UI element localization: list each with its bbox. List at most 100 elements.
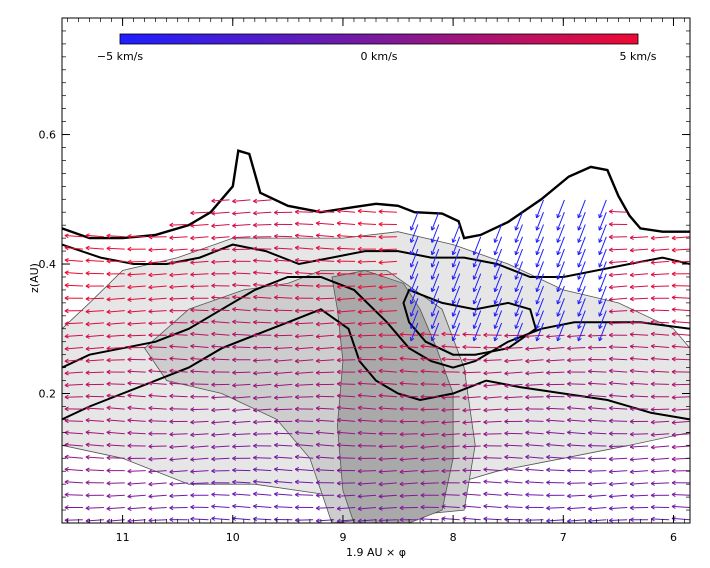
colorbar-label-max: 5 km/s bbox=[619, 50, 656, 63]
vector-arrow bbox=[190, 419, 209, 425]
vector-arrow bbox=[650, 481, 670, 486]
vector-arrow bbox=[399, 368, 418, 374]
vector-arrow bbox=[294, 358, 314, 364]
vector-arrow bbox=[294, 442, 314, 448]
vector-arrow bbox=[650, 356, 670, 362]
vector-arrow bbox=[253, 258, 272, 264]
vector-arrow bbox=[232, 344, 251, 350]
vector-arrow bbox=[629, 505, 649, 511]
vector-arrow bbox=[535, 199, 544, 219]
vector-arrow bbox=[106, 493, 125, 499]
vector-arrow bbox=[441, 331, 460, 337]
vector-arrow bbox=[535, 322, 544, 342]
vector-arrow bbox=[588, 405, 607, 411]
y-tick-label: 0.6 bbox=[39, 129, 57, 142]
vector-arrow bbox=[336, 220, 356, 226]
vector-arrow bbox=[232, 432, 251, 437]
vector-arrow bbox=[85, 296, 104, 302]
vector-arrow bbox=[127, 234, 146, 239]
vector-arrow bbox=[567, 493, 586, 499]
vector-arrow bbox=[315, 208, 335, 214]
vector-arrow bbox=[106, 271, 125, 277]
vector-arrow bbox=[608, 469, 628, 475]
vector-arrow bbox=[420, 444, 439, 450]
vector-arrow bbox=[577, 224, 586, 243]
vector-arrow bbox=[294, 209, 314, 215]
vector-arrow bbox=[399, 356, 418, 362]
vector-arrow bbox=[211, 271, 230, 277]
vector-arrow bbox=[106, 233, 125, 239]
vector-arrow bbox=[378, 431, 397, 437]
vector-arrow bbox=[399, 393, 418, 399]
vector-arrow bbox=[629, 368, 649, 374]
vector-arrow bbox=[253, 370, 272, 376]
vector-arrow bbox=[127, 284, 146, 290]
vector-arrow bbox=[493, 224, 503, 243]
vector-arrow bbox=[483, 407, 502, 413]
vector-arrow bbox=[671, 331, 690, 337]
vector-arrow bbox=[671, 468, 690, 474]
vector-arrow bbox=[357, 456, 377, 461]
vector-arrow bbox=[127, 443, 146, 449]
vector-arrow bbox=[650, 444, 670, 450]
vector-arrow bbox=[671, 407, 690, 413]
vector-arrow bbox=[472, 285, 482, 305]
vector-arrow bbox=[169, 419, 188, 424]
vector-arrow bbox=[85, 270, 104, 276]
vector-arrow bbox=[169, 320, 188, 325]
vector-arrow bbox=[357, 405, 377, 411]
vector-arrow bbox=[567, 417, 586, 423]
vector-arrow bbox=[315, 334, 335, 339]
vector-arrow bbox=[378, 356, 397, 362]
vector-arrow bbox=[315, 442, 335, 448]
vector-arrow bbox=[399, 444, 418, 450]
vector-arrow bbox=[483, 395, 502, 401]
vector-arrow bbox=[64, 257, 83, 263]
vector-arrow bbox=[598, 199, 607, 219]
vector-arrow bbox=[64, 406, 83, 412]
vector-arrow bbox=[514, 224, 523, 243]
vector-arrow bbox=[525, 479, 544, 485]
vector-arrow bbox=[493, 322, 503, 342]
vector-arrow bbox=[535, 310, 544, 329]
vector-arrow bbox=[127, 381, 146, 386]
vector-arrow bbox=[546, 454, 565, 460]
vector-arrow bbox=[336, 345, 356, 351]
vector-arrow bbox=[315, 405, 335, 411]
vector-arrow bbox=[588, 357, 607, 362]
vector-arrow bbox=[671, 382, 690, 388]
vector-arrow bbox=[546, 518, 565, 523]
vector-arrow bbox=[336, 381, 356, 387]
vector-arrow bbox=[608, 444, 628, 449]
vector-arrow bbox=[315, 493, 335, 498]
vector-arrow bbox=[409, 224, 419, 243]
vector-arrow bbox=[409, 261, 419, 280]
colorbar-label-mid: 0 km/s bbox=[360, 50, 397, 63]
vector-arrow bbox=[169, 481, 188, 487]
vector-arrow bbox=[535, 224, 544, 243]
vector-arrow bbox=[629, 260, 649, 266]
vector-arrow bbox=[577, 199, 586, 219]
vector-arrow bbox=[274, 430, 293, 436]
vector-arrow bbox=[336, 333, 356, 339]
vector-arrow bbox=[409, 248, 419, 268]
vector-arrow bbox=[148, 517, 167, 523]
vector-arrow bbox=[294, 233, 314, 239]
vector-arrow bbox=[336, 271, 356, 277]
vector-arrow bbox=[253, 332, 272, 338]
vector-arrow bbox=[514, 261, 523, 280]
vector-arrow bbox=[148, 418, 167, 424]
vector-arrow bbox=[399, 481, 418, 487]
vector-arrow bbox=[451, 310, 461, 329]
vector-arrow bbox=[577, 310, 586, 329]
vector-arrow bbox=[106, 506, 125, 511]
vector-arrow bbox=[629, 444, 649, 450]
vector-arrow bbox=[546, 467, 565, 473]
vector-arrow bbox=[357, 208, 377, 214]
vector-arrow bbox=[85, 370, 104, 376]
vector-arrow bbox=[629, 344, 649, 349]
vector-arrow bbox=[504, 467, 523, 472]
vector-arrow bbox=[430, 212, 440, 231]
vector-arrow bbox=[357, 309, 377, 315]
vector-arrow bbox=[556, 285, 565, 305]
